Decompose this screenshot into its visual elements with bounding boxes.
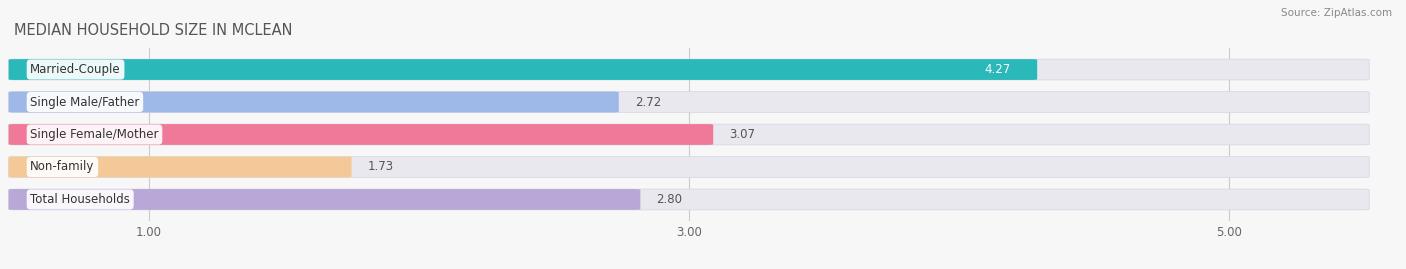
FancyBboxPatch shape (8, 157, 1369, 177)
Text: Total Households: Total Households (31, 193, 131, 206)
Text: Single Male/Father: Single Male/Father (31, 95, 139, 108)
Text: 2.72: 2.72 (636, 95, 661, 108)
Text: Source: ZipAtlas.com: Source: ZipAtlas.com (1281, 8, 1392, 18)
FancyBboxPatch shape (8, 157, 351, 177)
FancyBboxPatch shape (8, 92, 619, 112)
Text: Single Female/Mother: Single Female/Mother (31, 128, 159, 141)
FancyBboxPatch shape (8, 59, 1038, 80)
FancyBboxPatch shape (8, 92, 1369, 112)
FancyBboxPatch shape (8, 124, 1369, 145)
Text: Non-family: Non-family (31, 161, 94, 174)
FancyBboxPatch shape (8, 124, 713, 145)
Text: 4.27: 4.27 (984, 63, 1010, 76)
Text: 1.73: 1.73 (368, 161, 394, 174)
Text: MEDIAN HOUSEHOLD SIZE IN MCLEAN: MEDIAN HOUSEHOLD SIZE IN MCLEAN (14, 23, 292, 38)
Text: Married-Couple: Married-Couple (31, 63, 121, 76)
Text: 2.80: 2.80 (657, 193, 682, 206)
Text: 3.07: 3.07 (730, 128, 755, 141)
FancyBboxPatch shape (8, 189, 640, 210)
FancyBboxPatch shape (8, 59, 1369, 80)
FancyBboxPatch shape (8, 189, 1369, 210)
